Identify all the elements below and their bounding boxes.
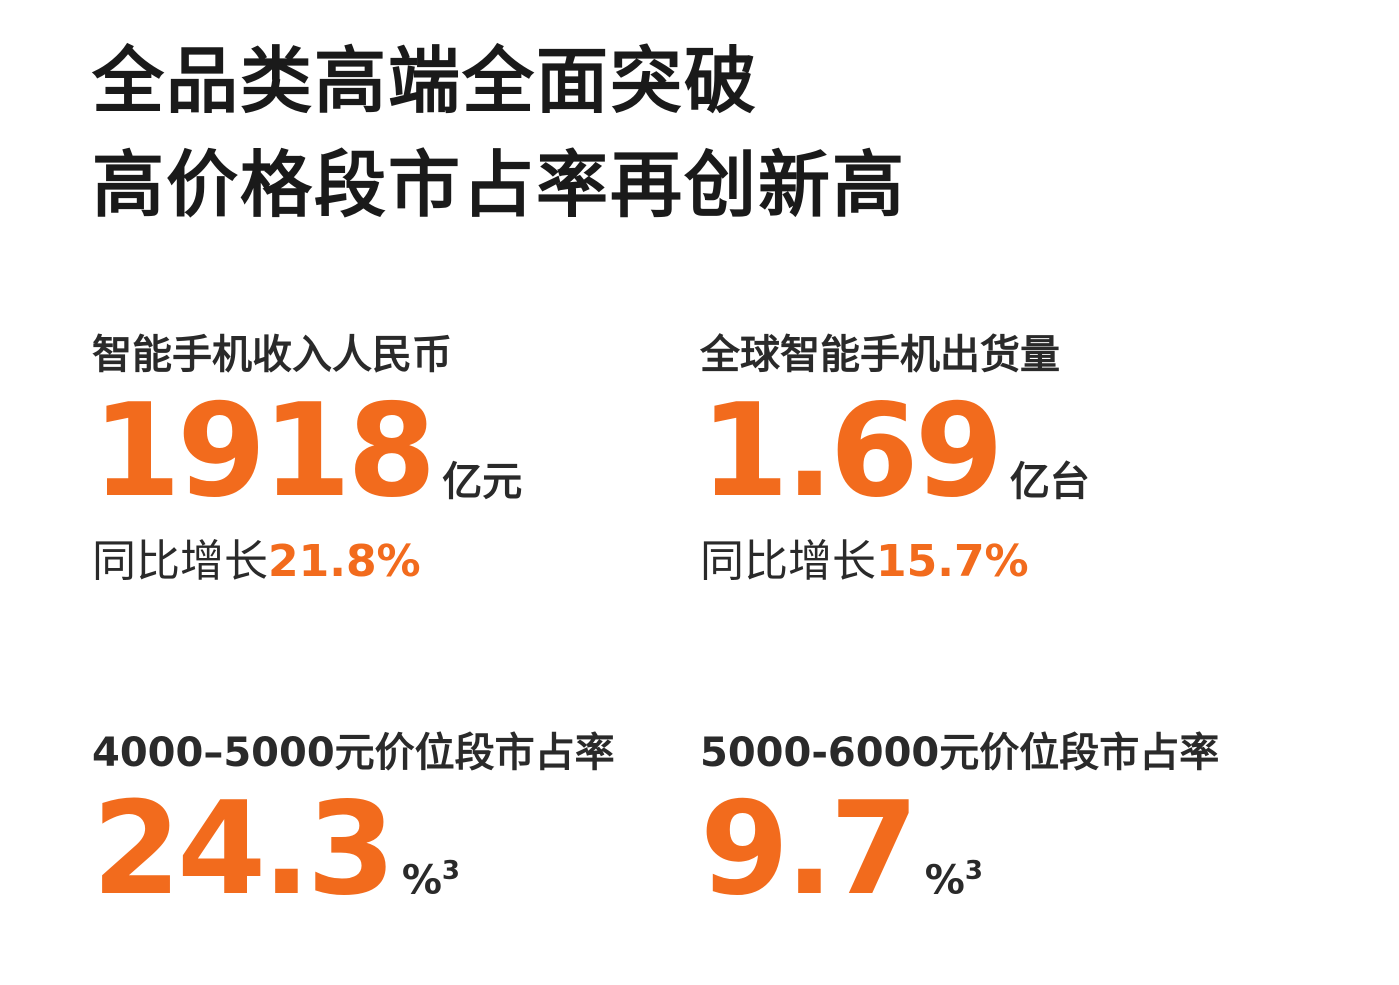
growth-value: 15.7% [876,536,1029,587]
value-row: 9.7 %3 [700,782,1300,917]
growth-label: 同比增长 [700,536,876,587]
growth-value: 21.8% [268,536,421,587]
stat-unit: 亿台 [1009,459,1090,505]
growth: 同比增长15.7% [700,525,1300,589]
value-row: 1918 亿元 [92,384,692,519]
growth-label: 同比增长 [92,536,268,587]
stat-unit: %3 [402,856,460,903]
stat-value: 9.7 [700,775,919,924]
stat-unit: 亿元 [442,459,523,505]
stat: 智能手机收入人民币 1918 亿元 同比增长21.8% [92,322,692,589]
unit-text: % [401,857,442,903]
stat: 4000–5000元价位段市占率 24.3 %3 [92,720,692,917]
footnote: 3 [441,855,460,886]
stat-value: 24.3 [92,775,396,924]
stat-label: 4000–5000元价位段市占率 [92,730,615,776]
stat-value: 1.69 [700,377,1004,526]
title: 全品类高端全面突破 [92,39,759,123]
value-row: 24.3 %3 [92,782,692,917]
stat-label: 5000-6000元价位段市占率 [700,730,1220,776]
title: 高价格段市占率再创新高 [92,143,907,227]
value-row: 1.69 亿台 [700,384,1300,519]
growth: 同比增长21.8% [92,525,692,589]
stat: 5000-6000元价位段市占率 9.7 %3 [700,720,1300,917]
unit-text: % [924,857,965,903]
footnote: 3 [964,855,983,886]
stat-unit: %3 [925,856,983,903]
stat: 全球智能手机出货量 1.69 亿台 同比增长15.7% [700,322,1300,589]
stat-value: 1918 [92,377,436,526]
stat-label: 全球智能手机出货量 [700,332,1060,378]
stat-label: 智能手机收入人民币 [92,332,452,378]
